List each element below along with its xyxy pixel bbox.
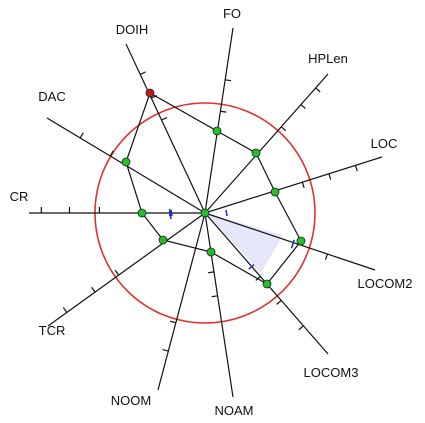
axis-label-doih: DOIH (116, 22, 149, 37)
highlight-sector (205, 213, 283, 273)
axis-tick-dac (109, 150, 114, 157)
axis-tick-doih (161, 116, 168, 121)
axis-tick-noom (162, 348, 169, 352)
threshold-tick-inner (170, 209, 173, 217)
metric-point-tcr (158, 235, 168, 245)
metric-point-noom (200, 208, 210, 218)
axis-tick-hplen (280, 126, 287, 132)
axis-tick-loc (328, 173, 332, 180)
axis-tick-noom (169, 320, 177, 324)
threshold-tick-locom3 (248, 264, 255, 270)
metric-point-locom2 (296, 236, 306, 246)
metric-point-dac (121, 157, 131, 167)
axis-label-loc: LOC (371, 136, 398, 151)
axis-tick-hplen (300, 104, 306, 110)
axis-tick-doih (139, 71, 146, 75)
axis-tick-tcr (91, 286, 96, 293)
metric-point-noam (206, 247, 216, 257)
metric-point-loc (270, 187, 280, 197)
axis-line-fo (204, 27, 234, 214)
axis-tick-loc (301, 182, 305, 189)
axis-label-cr: CR (10, 189, 29, 204)
axis-label-tcr: TCR (39, 323, 66, 338)
metric-point-cr (137, 208, 147, 218)
axis-tick-dac (79, 132, 84, 139)
axis-line-tcr (47, 212, 206, 327)
axis-tick-fo (220, 110, 227, 113)
axis-tick-noam (211, 295, 218, 298)
axis-label-locom3: LOCOM3 (304, 365, 359, 380)
axis-label-hplen: HPLen (308, 51, 348, 66)
metric-point-fo (212, 126, 222, 136)
axis-line-noam (204, 212, 234, 398)
metric-point-doih (145, 88, 155, 98)
axis-tick-noam (207, 271, 215, 274)
axis-tick-hplen (315, 87, 321, 93)
axis-label-dac: DAC (38, 89, 65, 104)
axis-label-noom: NOOM (111, 393, 151, 408)
axis-line-noom (157, 212, 206, 391)
axis-line-loc (204, 156, 383, 214)
axis-tick-locom3 (298, 325, 304, 331)
axis-line-locom2 (204, 212, 376, 271)
axis-tick-loc (354, 165, 358, 172)
axis-line-hplen (204, 73, 329, 214)
axis-tick-fo (225, 79, 232, 82)
axis-tick-locom2 (324, 253, 328, 260)
threshold-tick-locom2 (291, 239, 296, 247)
axis-tick-tcr (62, 307, 68, 313)
metric-point-locom3 (262, 279, 272, 289)
axis-line-doih (125, 43, 206, 214)
metric-point-hplen (251, 148, 261, 158)
axis-tick-tcr (114, 269, 120, 276)
axis-tick-locom3 (276, 299, 282, 305)
threshold-tick-inner (169, 212, 172, 220)
axis-label-fo: FO (223, 6, 241, 21)
axis-label-locom2: LOCOM2 (358, 276, 413, 291)
axis-label-noam: NOAM (215, 403, 254, 418)
threshold-tick-inner (225, 209, 228, 217)
